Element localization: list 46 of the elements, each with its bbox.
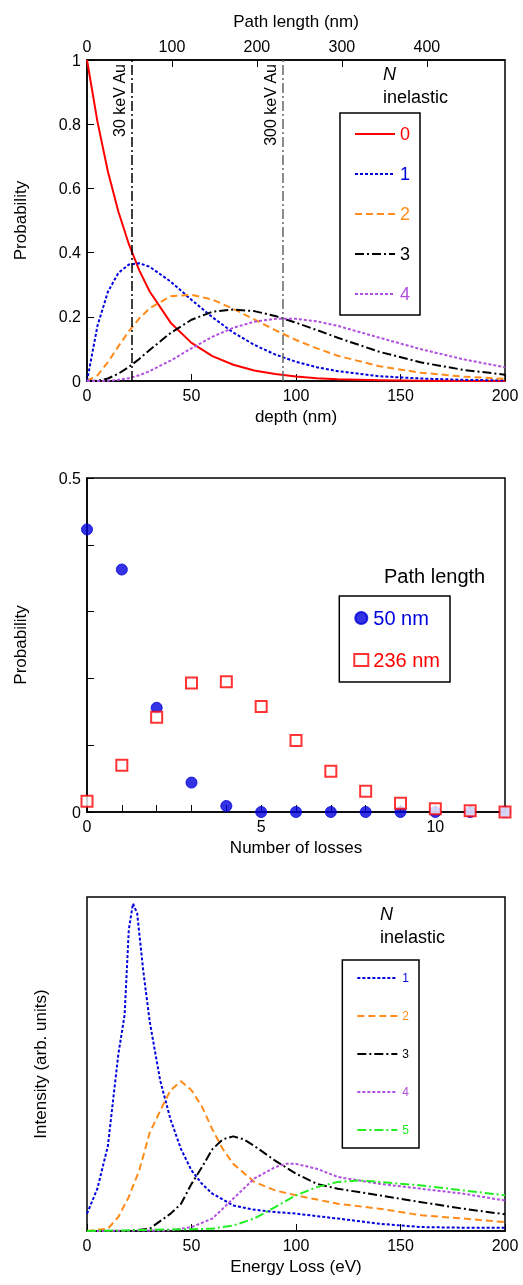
- x2-tick-label: 400: [413, 37, 441, 55]
- x-axis-title: Energy Loss (eV): [230, 1256, 362, 1276]
- x-tick-label: 5: [256, 817, 266, 835]
- x-tick-label: 100: [282, 1236, 310, 1254]
- y-axis-title: Probability: [11, 180, 30, 261]
- legend-title: N inelastic: [380, 903, 446, 947]
- x-axis-title: depth (nm): [254, 407, 338, 426]
- legend-title: N inelastic: [383, 63, 449, 107]
- x-tick-label: 50: [182, 1236, 201, 1254]
- legend-label: 3: [402, 1047, 410, 1061]
- x-tick-label: 10: [426, 817, 445, 835]
- legend-label: 1: [402, 971, 410, 985]
- y-tick-label: 0.6: [58, 179, 82, 197]
- legend-label: 2: [399, 204, 410, 224]
- x-tick-label: 50: [182, 386, 201, 404]
- legend-label: 4: [402, 1085, 410, 1099]
- x-tick-label: 200: [491, 386, 519, 404]
- y-tick-label: 0.5: [58, 469, 82, 487]
- x-axis-title: Number of losses: [229, 837, 363, 857]
- y-tick-label: 0.2: [58, 308, 82, 326]
- x2-tick-label: 200: [243, 37, 271, 55]
- ref-line-label: 300 keV Au: [261, 64, 279, 146]
- y-tick-label: 0: [72, 372, 82, 390]
- y-axis-title: Intensity (arb. units): [30, 989, 50, 1139]
- x-tick-label: 100: [282, 386, 310, 404]
- legend-label: 3: [399, 244, 410, 264]
- legend-label: 2: [402, 1009, 410, 1023]
- legend-label: 5: [402, 1123, 410, 1137]
- y-tick-label: 0.4: [58, 244, 82, 262]
- legend-title: Path length: [384, 564, 486, 587]
- x2-axis-title: Path length (nm): [233, 12, 359, 31]
- legend-label: 50 nm: [373, 607, 429, 629]
- legend-label: 4: [399, 284, 410, 304]
- x-tick-label: 150: [387, 386, 414, 404]
- ref-line-label: 30 keV Au: [111, 64, 129, 137]
- x2-tick-label: 300: [328, 37, 356, 55]
- y-tick-label: 0: [72, 803, 82, 821]
- legend-label: 1: [399, 164, 410, 184]
- y-tick-label: 1: [72, 51, 82, 69]
- y-axis-title: Probability: [11, 604, 30, 685]
- x-tick-label: 200: [491, 1236, 519, 1254]
- legend-label: 0: [399, 124, 410, 144]
- x-tick-label: 150: [387, 1236, 414, 1254]
- x2-tick-label: 100: [158, 37, 186, 55]
- legend-label: 236 nm: [373, 649, 441, 671]
- y-tick-label: 0.8: [58, 115, 82, 133]
